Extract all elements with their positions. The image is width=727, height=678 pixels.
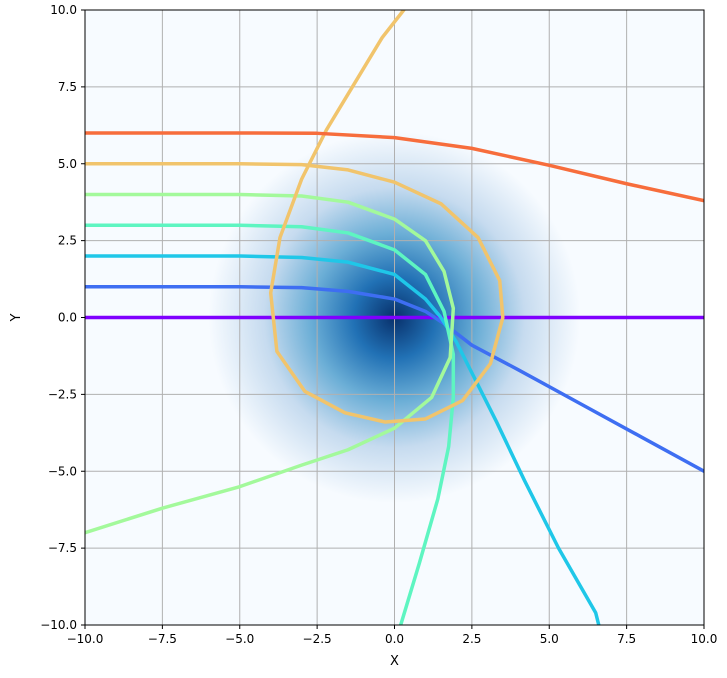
x-tick-label: 10.0 bbox=[691, 632, 718, 646]
streamline-1 bbox=[85, 285, 704, 473]
x-tick-label: −2.5 bbox=[303, 632, 332, 646]
y-tick-label: −7.5 bbox=[48, 541, 77, 555]
x-tick-label: −5.0 bbox=[225, 632, 254, 646]
streamline-3 bbox=[85, 223, 456, 625]
y-axis-ticks: −10.0 −7.5 −5.0 −2.5 0.0 2.5 5.0 7.5 10.0 bbox=[40, 3, 85, 632]
y-tick-label: −2.5 bbox=[48, 387, 77, 401]
y-tick-label: 7.5 bbox=[58, 80, 77, 94]
y-tick-label: 2.5 bbox=[58, 234, 77, 248]
x-tick-label: −10.0 bbox=[67, 632, 104, 646]
streamline-5 bbox=[85, 10, 505, 424]
x-axis-ticks: −10.0 −7.5 −5.0 −2.5 0.0 2.5 5.0 7.5 10.0 bbox=[67, 625, 718, 646]
streamline-6 bbox=[85, 131, 704, 203]
y-axis-label: Y bbox=[9, 313, 24, 322]
x-axis-label: X bbox=[390, 654, 399, 669]
x-tick-label: 2.5 bbox=[462, 632, 481, 646]
y-tick-label: 10.0 bbox=[50, 3, 77, 17]
y-tick-label: −10.0 bbox=[40, 618, 77, 632]
x-tick-label: 0.0 bbox=[385, 632, 404, 646]
streamline-4 bbox=[85, 192, 456, 535]
x-tick-label: −7.5 bbox=[148, 632, 177, 646]
y-tick-label: 0.0 bbox=[58, 311, 77, 325]
streamline-series bbox=[85, 10, 704, 625]
y-tick-label: −5.0 bbox=[48, 464, 77, 478]
x-tick-label: 7.5 bbox=[617, 632, 636, 646]
x-tick-label: 5.0 bbox=[540, 632, 559, 646]
y-tick-label: 5.0 bbox=[58, 157, 77, 171]
